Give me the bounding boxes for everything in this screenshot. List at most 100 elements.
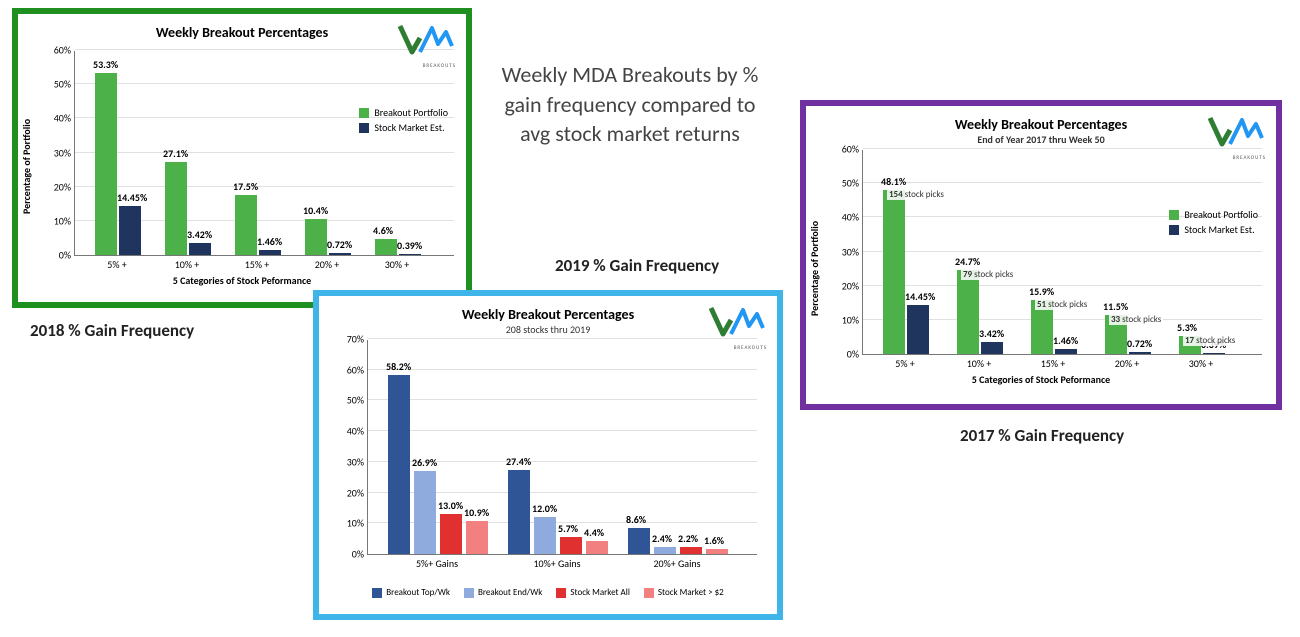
bar-label: 12.0% xyxy=(532,502,557,515)
annotation: 33 stock picks xyxy=(1109,314,1163,325)
annotation: 51 stock picks xyxy=(1035,299,1089,310)
bar-label: 3.42% xyxy=(979,327,1004,340)
bar-label: 3.42% xyxy=(187,228,212,241)
y-tick: 40% xyxy=(338,425,364,438)
legend-item: Breakout End/Wk xyxy=(464,587,542,598)
chart-title: Weekly Breakout Percentages xyxy=(32,24,452,41)
bar-label: 5.3% xyxy=(1177,321,1197,334)
legend-label: Breakout Top/Wk xyxy=(386,587,450,598)
x-tick: 5% + xyxy=(107,258,126,271)
gridline xyxy=(368,430,757,431)
legend-label: Breakout Portfolio xyxy=(374,106,448,119)
x-tick: 10%+ Gains xyxy=(533,557,580,570)
bar xyxy=(1203,353,1225,354)
x-tick: 30% + xyxy=(385,258,410,271)
bar xyxy=(907,305,929,354)
legend-label: Stock Market Est. xyxy=(1184,223,1254,236)
x-tick: 20% + xyxy=(315,258,340,271)
legend-swatch xyxy=(1169,225,1179,235)
legend-label: Stock Market All xyxy=(570,587,630,598)
bar-label: 24.7% xyxy=(955,255,980,268)
bar xyxy=(508,470,530,554)
y-tick: 10% xyxy=(338,517,364,530)
bar xyxy=(706,549,728,554)
chart-area-2018: 0%10%20%30%40%50%60%53.3%14.45%27.1%3.42… xyxy=(74,51,454,256)
chart-subtitle: End of Year 2017 thru Week 50 xyxy=(820,133,1262,146)
y-tick: 50% xyxy=(833,177,859,190)
x-tick: 20% + xyxy=(1115,357,1140,370)
annotation: 17 stock picks xyxy=(1183,335,1237,346)
caption-2017: 2017 % Gain Frequency xyxy=(960,425,1124,446)
y-tick: 60% xyxy=(338,363,364,376)
legend-swatch xyxy=(644,588,654,598)
y-tick: 30% xyxy=(833,245,859,258)
y-tick: 30% xyxy=(45,146,71,159)
bar xyxy=(981,342,1003,354)
bar xyxy=(534,517,556,554)
caption-2019: 2019 % Gain Frequency xyxy=(555,255,719,276)
gridline xyxy=(863,148,1262,149)
y-tick: 10% xyxy=(833,313,859,326)
bar-label: 2.2% xyxy=(678,532,698,545)
x-tick: 20%+ Gains xyxy=(653,557,700,570)
legend-swatch xyxy=(359,108,369,118)
y-tick: 20% xyxy=(338,486,364,499)
legend: Breakout Portfolio Stock Market Est. xyxy=(359,104,448,136)
y-tick: 40% xyxy=(45,112,71,125)
x-tick: 15% + xyxy=(245,258,270,271)
x-categories: 5% +10% +15% +20% +30% + xyxy=(862,355,1262,369)
bar xyxy=(329,253,351,255)
x-categories: 5%+ Gains 10%+ Gains 20%+ Gains xyxy=(367,555,763,569)
bar xyxy=(305,219,327,255)
bar-label: 0.39% xyxy=(397,239,422,252)
bar xyxy=(1055,349,1077,354)
bar xyxy=(189,243,211,255)
logo: BREAKOUTS xyxy=(1208,114,1266,161)
bar-label: 2.4% xyxy=(652,532,672,545)
bar-label: 48.1% xyxy=(881,175,906,188)
x-axis-label: 5 Categories of Stock Peformance xyxy=(32,274,452,287)
x-tick: 10% + xyxy=(175,258,200,271)
y-tick: 30% xyxy=(338,455,364,468)
bar xyxy=(388,375,410,554)
bar xyxy=(957,270,979,354)
bar xyxy=(119,206,141,255)
bar-label: 26.9% xyxy=(412,456,437,469)
bar xyxy=(560,537,582,555)
bar-label: 14.45% xyxy=(905,290,935,303)
y-tick: 0% xyxy=(338,548,364,561)
panel-2017: Weekly Breakout Percentages End of Year … xyxy=(800,100,1282,410)
legend: Breakout PortfolioStock Market Est. xyxy=(1169,206,1258,238)
legend-item: Breakout Top/Wk xyxy=(372,587,450,598)
bar xyxy=(165,162,187,255)
annotation: 79 stock picks xyxy=(961,269,1015,280)
bar-label: 27.1% xyxy=(163,147,188,160)
x-tick: 15% + xyxy=(1041,357,1066,370)
bar xyxy=(586,541,608,555)
y-tick: 0% xyxy=(833,348,859,361)
panel-2018: Weekly Breakout Percentages Percentage o… xyxy=(12,8,472,308)
bar xyxy=(628,528,650,554)
bar-label: 4.6% xyxy=(373,224,393,237)
x-tick: 5%+ Gains xyxy=(416,557,458,570)
bar xyxy=(399,254,421,255)
gridline xyxy=(863,251,1262,252)
bar-label: 10.9% xyxy=(464,506,489,519)
bar-label: 1.6% xyxy=(704,534,724,547)
gridline xyxy=(368,338,757,339)
bar xyxy=(883,190,905,354)
bar-label: 53.3% xyxy=(93,58,118,71)
bar xyxy=(680,547,702,554)
gridline xyxy=(75,152,454,153)
legend-2019: Breakout Top/Wk Breakout End/Wk Stock Mark… xyxy=(333,587,763,598)
gridline xyxy=(863,182,1262,183)
legend-swatch xyxy=(1169,210,1179,220)
y-tick: 50% xyxy=(338,394,364,407)
chart-title: Weekly Breakout Percentages xyxy=(820,116,1262,133)
page-heading: Weekly MDA Breakouts by % gain frequency… xyxy=(490,60,770,149)
legend-swatch xyxy=(372,588,382,598)
bar xyxy=(235,195,257,255)
annotation: 154 stock picks xyxy=(887,189,946,200)
bar-label: 0.72% xyxy=(327,238,352,251)
legend-item: Stock Market Est. xyxy=(359,121,448,134)
